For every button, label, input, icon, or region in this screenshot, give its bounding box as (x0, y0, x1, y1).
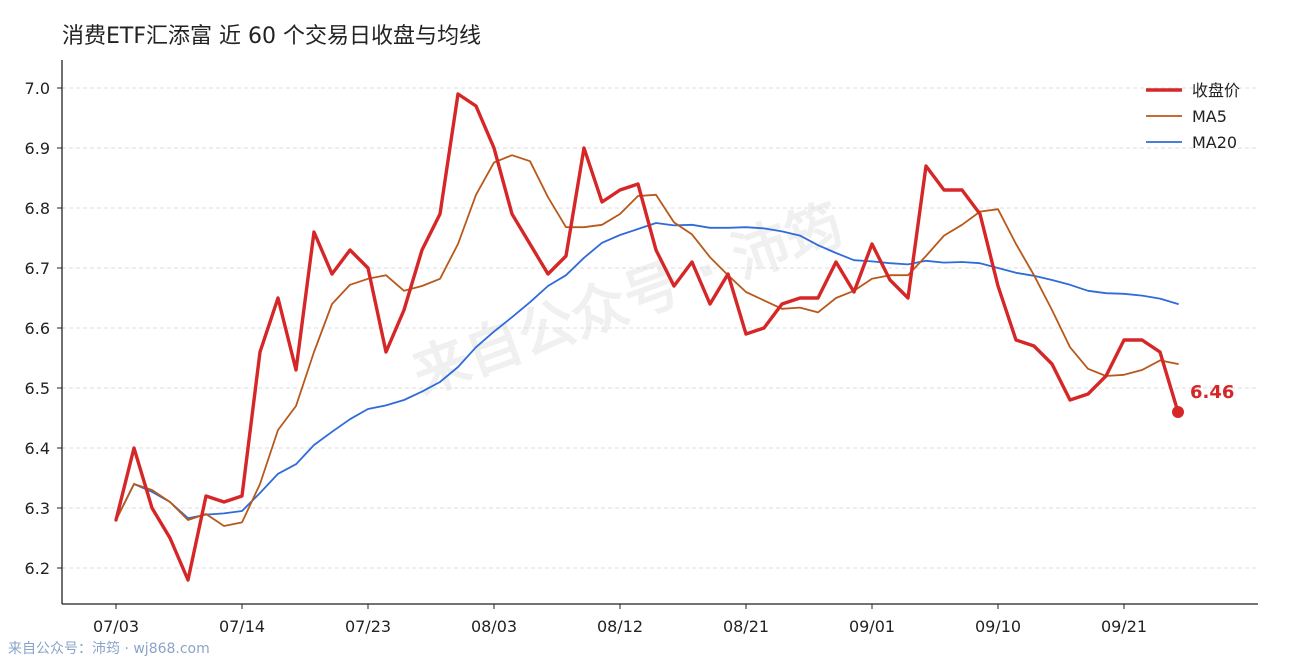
legend: 收盘价 MA5 MA20 (1146, 81, 1240, 152)
x-tick-label: 08/21 (723, 617, 769, 636)
last-close-point (1172, 406, 1184, 418)
y-tick-label: 7.0 (25, 79, 50, 98)
x-tick-label: 07/14 (219, 617, 265, 636)
y-tick-label: 6.4 (25, 439, 50, 458)
y-tick-label: 6.5 (25, 379, 50, 398)
last-close-label: 6.46 (1190, 382, 1234, 403)
series-line-0 (114, 92, 1180, 582)
grid-lines (62, 87, 1258, 569)
y-tick-label: 6.3 (25, 499, 50, 518)
series-lines: 6.46 (114, 92, 1234, 582)
x-tick-label: 09/01 (849, 617, 895, 636)
legend-label-0: 收盘价 (1192, 81, 1240, 100)
y-tick-label: 6.8 (25, 199, 50, 218)
series-line-2 (115, 222, 1179, 521)
x-tick-label: 07/03 (93, 617, 139, 636)
y-tick-label: 6.9 (25, 139, 50, 158)
series-line-1 (115, 154, 1179, 527)
footer-source: 来自公众号：沛筠 · wj868.com (8, 641, 210, 657)
y-tick-label: 6.2 (25, 559, 50, 578)
y-tick-label: 6.7 (25, 259, 50, 278)
x-tick-label: 07/23 (345, 617, 391, 636)
x-tick-label: 09/21 (1101, 617, 1147, 636)
legend-label-2: MA20 (1192, 133, 1237, 152)
chart-title: 消费ETF汇添富 近 60 个交易日收盘与均线 (62, 24, 481, 49)
y-tick-label: 6.6 (25, 319, 50, 338)
x-tick-label: 09/10 (975, 617, 1021, 636)
axes: 6.2 6.3 6.4 6.5 6.6 6.7 6.8 6.9 7.0 07/03 07/14 07/… (25, 60, 1258, 636)
x-tick-label: 08/12 (597, 617, 643, 636)
x-tick-label: 08/03 (471, 617, 517, 636)
legend-label-1: MA5 (1192, 107, 1227, 126)
